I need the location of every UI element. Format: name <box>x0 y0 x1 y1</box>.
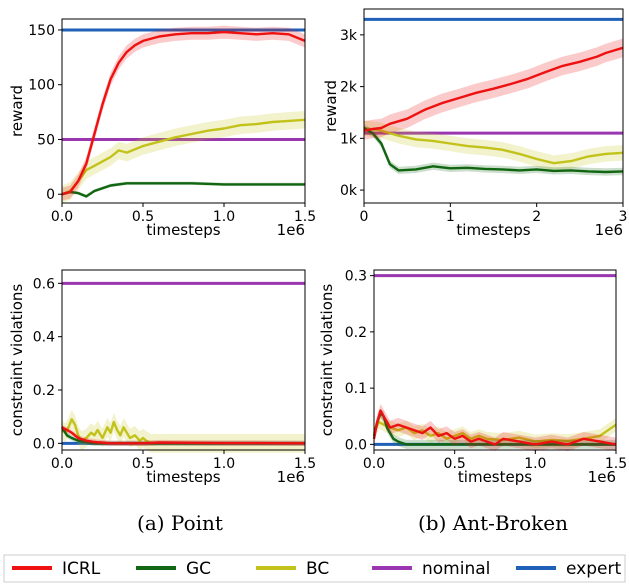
x-tick-label: 0 <box>360 209 369 225</box>
axes-frame <box>363 8 624 204</box>
y-tick-label: 0.2 <box>33 383 55 399</box>
legend-label-icrl: ICRL <box>62 559 101 579</box>
y-tick-label: 0.4 <box>33 330 55 346</box>
x-tick-label: 0.0 <box>363 456 385 472</box>
y-tick-label: 0.0 <box>345 437 367 453</box>
legend-label-bc: BC <box>306 559 329 579</box>
line-bc <box>61 418 305 445</box>
y-tick-label: 0.2 <box>345 325 367 341</box>
legend-label-nominal: nominal <box>422 559 490 579</box>
panel-1: 0 1 2 3 0k 1k 2k 3k timesteps 1e6 reward <box>322 8 628 239</box>
y-tick-label: 0.0 <box>33 436 55 452</box>
y-tick-label: 1k <box>340 131 358 147</box>
band-bc <box>364 120 623 171</box>
band-icrl <box>62 25 305 201</box>
line-bc <box>372 420 617 443</box>
x-tick-label: 1.5 <box>294 456 316 472</box>
x-tick-label: 0.5 <box>132 456 154 472</box>
line-gc <box>363 126 624 174</box>
y-axis-label: constraint violations <box>8 284 26 437</box>
line-icrl <box>61 426 306 445</box>
x-axis-multiplier: 1e6 <box>588 468 616 486</box>
y-tick-label: 100 <box>28 78 55 94</box>
x-axis-multiplier: 1e6 <box>277 468 305 486</box>
band-gc <box>62 181 305 199</box>
panel-2: 0.0 0.5 1.0 1.5 0.0 0.2 0.4 0.6 timesteps 1e6 cons… <box>8 269 316 486</box>
panel-3: 0.0 0.5 1.0 1.5 0.0 0.1 0.2 0.3 timesteps 1e6 cons… <box>318 269 627 486</box>
x-axis-label: timesteps <box>456 221 530 239</box>
y-axis-label: reward <box>322 80 340 132</box>
panel-0: 0.0 0.5 1.0 1.5 0 50 100 150 timesteps 1e6 reward <box>8 18 316 239</box>
x-tick-label: 1.0 <box>524 456 546 472</box>
y-tick-label: 150 <box>28 23 55 39</box>
y-tick-label: 2k <box>340 80 358 96</box>
band-icrl <box>62 424 305 446</box>
x-axis-multiplier: 1e6 <box>277 221 305 239</box>
x-axis-multiplier: 1e6 <box>595 221 623 239</box>
y-axis-label: reward <box>8 85 26 137</box>
x-tick-label: 2 <box>532 209 541 225</box>
caption-b: (b) Ant-Broken <box>418 511 568 535</box>
caption-a: (a) Point <box>137 511 223 535</box>
line-icrl <box>61 30 306 196</box>
line-icrl <box>372 409 617 446</box>
x-tick-label: 1.0 <box>213 456 235 472</box>
legend-label-expert: expert <box>566 559 621 579</box>
line-bc <box>363 126 624 165</box>
y-tick-label: 3k <box>340 28 358 44</box>
band-gc <box>364 124 623 176</box>
axes-frame <box>373 269 617 451</box>
axes-frame <box>61 18 306 204</box>
line-bc <box>61 118 306 196</box>
x-axis-label: timesteps <box>146 221 220 239</box>
legend-label-gc: GC <box>186 559 211 579</box>
y-tick-label: 0.1 <box>345 381 367 397</box>
axes-frame <box>61 269 306 451</box>
x-tick-label: 1.5 <box>605 456 627 472</box>
y-tick-label: 0 <box>46 187 55 203</box>
x-tick-label: 1.5 <box>294 209 316 225</box>
line-icrl <box>363 46 624 132</box>
y-axis-label: constraint violations <box>318 284 336 437</box>
y-tick-label: 0.3 <box>345 269 367 285</box>
legend: ICRL GC BC nominal expert <box>3 554 626 583</box>
y-tick-label: 0.6 <box>33 276 55 292</box>
y-tick-label: 0k <box>340 183 358 199</box>
band-icrl <box>374 403 616 452</box>
x-tick-label: 1.0 <box>213 209 235 225</box>
x-axis-label: timesteps <box>458 468 532 486</box>
x-tick-label: 3 <box>619 209 628 225</box>
line-gc <box>61 182 305 198</box>
legend-frame <box>3 554 626 583</box>
x-axis-label: timesteps <box>146 468 220 486</box>
x-tick-label: 1 <box>446 209 455 225</box>
y-tick-label: 50 <box>37 132 55 148</box>
x-tick-label: 0.5 <box>444 456 466 472</box>
x-tick-label: 0.0 <box>51 209 73 225</box>
x-tick-label: 0.5 <box>132 209 154 225</box>
x-tick-label: 0.0 <box>51 456 73 472</box>
